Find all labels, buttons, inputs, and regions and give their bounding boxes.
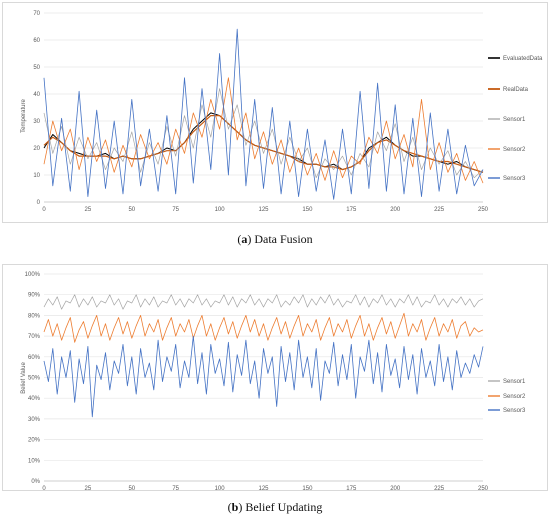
y-tick-label: 0 [37, 200, 41, 206]
caption-label: b [232, 500, 239, 514]
legend-label: Sensor1 [503, 117, 526, 123]
x-tick-label: 150 [302, 486, 313, 492]
x-tick-label: 225 [434, 207, 445, 213]
y-tick-label: 100% [25, 272, 41, 278]
y-tick-label: 20% [28, 438, 41, 444]
x-tick-label: 200 [390, 486, 401, 492]
y-tick-label: 50 [33, 65, 40, 71]
y-tick-label: 50% [28, 376, 41, 382]
y-tick-label: 40% [28, 396, 41, 402]
x-tick-label: 100 [215, 207, 226, 213]
chart-data-fusion: 0 10 20 30 40 50 60 70 0 25 50 75 100 125 150 175 200 225… [2, 2, 548, 246]
y-tick-label: 80% [28, 313, 41, 319]
series-line-sensor1 [43, 294, 484, 310]
legend-label: Sensor1 [503, 379, 526, 385]
caption-text: Belief Updating [242, 500, 322, 514]
figure-panel-data-fusion: 0 10 20 30 40 50 60 70 0 25 50 75 100 125 150 175 200 225… [0, 0, 550, 250]
x-tick-label: 0 [42, 207, 46, 213]
legend-label: Sensor2 [503, 147, 526, 153]
y-tick-label: 90% [28, 293, 41, 299]
chart-frame [2, 2, 548, 223]
legend-label: Sensor3 [503, 408, 526, 414]
x-tick-label: 50 [128, 486, 135, 492]
series-line-sensor2 [43, 77, 484, 184]
y-axis-title: Belief Value [21, 362, 27, 394]
y-tick-label: 60% [28, 355, 41, 361]
x-tick-label: 25 [85, 486, 92, 492]
x-tick-label: 25 [85, 207, 92, 213]
x-tick-label: 100 [215, 486, 226, 492]
legend-label: RealData [503, 87, 529, 93]
legend-label: Sensor3 [503, 176, 526, 182]
x-tick-label: 75 [172, 207, 179, 213]
x-tick-label: 250 [478, 486, 489, 492]
y-tick-label: 70% [28, 334, 41, 340]
y-tick-label: 70 [33, 11, 40, 17]
y-tick-label: 30% [28, 417, 41, 423]
y-tick-label: 10% [28, 458, 41, 464]
x-tick-label: 125 [258, 486, 269, 492]
series-line-sensor2 [43, 312, 484, 343]
y-tick-label: 30 [33, 119, 40, 125]
x-tick-label: 0 [42, 486, 46, 492]
y-tick-label: 10 [33, 173, 40, 179]
y-tick-label: 60 [33, 38, 40, 44]
y-tick-label: 0% [31, 479, 40, 485]
x-tick-label: 175 [346, 207, 357, 213]
x-tick-label: 225 [434, 486, 445, 492]
x-tick-label: 150 [302, 207, 313, 213]
series-line-realdata [43, 114, 484, 173]
y-tick-label: 40 [33, 92, 40, 98]
y-axis-title: Temperature [21, 98, 27, 132]
chart-belief-updating: 0% 10% 20% 30% 40% 50% 60% 70% 80% 90% 100% 0 25 50 75… [2, 264, 548, 514]
x-tick-label: 175 [346, 486, 357, 492]
x-tick-label: 50 [128, 207, 135, 213]
series-line-evaluateddata [43, 112, 484, 173]
x-tick-label: 125 [258, 207, 269, 213]
x-tick-label: 200 [390, 207, 401, 213]
caption-text: Data Fusion [251, 232, 312, 246]
figure-panel-belief-updating: 0% 10% 20% 30% 40% 50% 60% 70% 80% 90% 100% 0 25 50 75… [0, 262, 550, 518]
x-tick-label: 75 [172, 486, 179, 492]
x-tick-label: 250 [478, 207, 489, 213]
caption-b: (b) Belief Updating [228, 500, 323, 514]
legend-label: EvaluatedData [503, 56, 543, 62]
y-tick-label: 20 [33, 146, 40, 152]
series-line-sensor3 [43, 335, 484, 418]
caption-label: a [241, 232, 247, 246]
legend-label: Sensor2 [503, 394, 526, 400]
series-line-sensor3 [43, 28, 484, 200]
caption-a: (a) Data Fusion [237, 232, 312, 246]
chart-frame [2, 264, 548, 491]
